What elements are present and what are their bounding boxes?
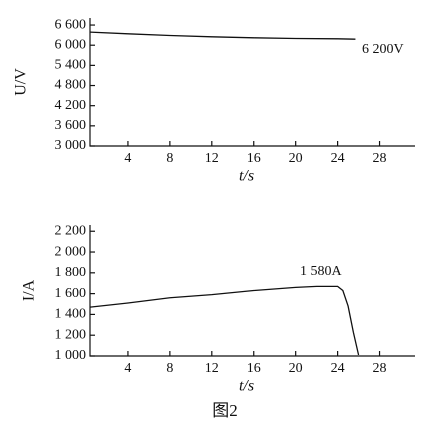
data-line [90,285,360,356]
figure-caption: 图2 [212,401,238,420]
x-tick-label: 24 [331,151,345,166]
x-tick-label: 4 [124,361,131,376]
x-tick-label: 20 [289,361,303,376]
y-tick-label: 5 400 [55,58,87,73]
y-tick-label: 4 200 [55,98,87,113]
y-axis-label: I/A [21,279,38,301]
y-tick-label: 6 000 [55,37,87,52]
x-tick-label: 12 [205,151,219,166]
x-tick-label: 16 [247,361,261,376]
y-tick-label: 1 800 [55,265,87,280]
data-line [90,31,356,40]
x-tick-label: 28 [373,151,387,166]
y-tick-label: 1 400 [55,307,87,322]
y-tick-label: 1 200 [55,327,87,342]
x-tick-label: 4 [124,151,131,166]
annotation: 6 200V [362,42,404,57]
x-tick-label: 8 [166,361,173,376]
x-tick-label: 20 [289,151,303,166]
x-tick-label: 16 [247,151,261,166]
y-tick-label: 6 600 [55,17,87,32]
y-tick-label: 1 000 [55,348,87,363]
y-tick-label: 3 000 [55,138,87,153]
x-tick-label: 28 [373,361,387,376]
y-tick-label: 2 000 [55,244,87,259]
y-tick-label: 2 200 [55,223,87,238]
y-tick-label: 4 800 [55,78,87,93]
x-axis-label: t/s [239,168,254,185]
x-tick-label: 8 [166,151,173,166]
annotation: 1 580A [300,264,343,279]
x-tick-label: 12 [205,361,219,376]
y-axis-label: U/V [13,68,30,96]
x-tick-label: 24 [331,361,345,376]
y-tick-label: 1 600 [55,286,87,301]
y-tick-label: 3 600 [55,118,87,133]
x-axis-label: t/s [239,378,254,395]
